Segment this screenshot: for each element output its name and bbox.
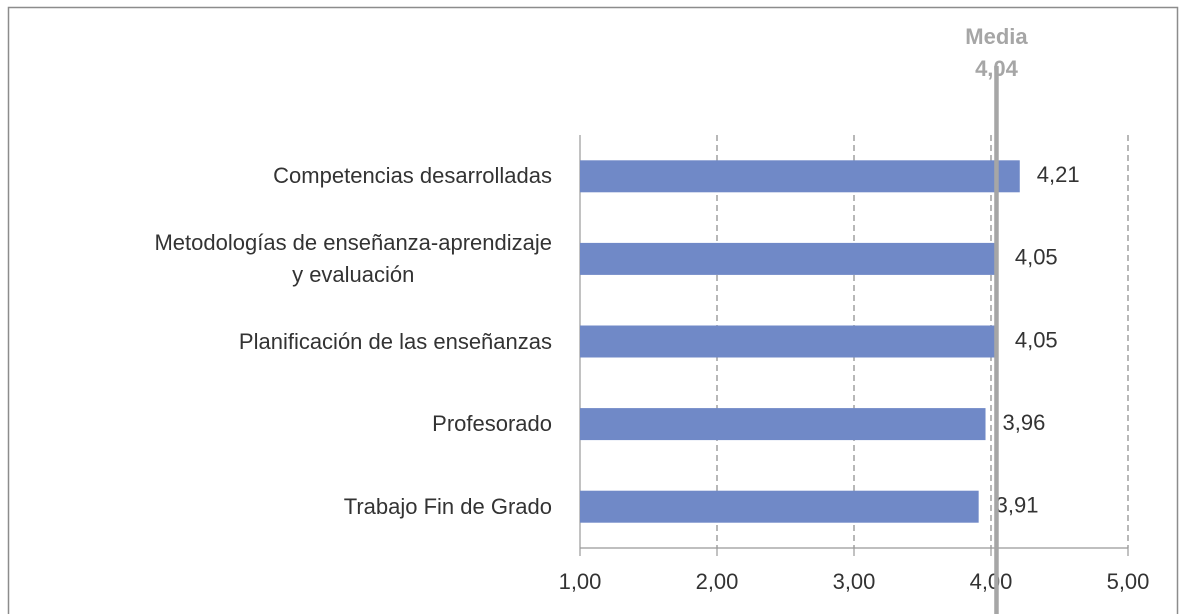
category-label: Profesorado xyxy=(432,411,552,437)
x-tick-label: 5,00 xyxy=(1107,569,1150,594)
x-tick-label: 2,00 xyxy=(696,569,739,594)
value-label: 4,21 xyxy=(1037,162,1080,187)
mean-value: 4,04 xyxy=(975,56,1019,81)
value-label: 4,05 xyxy=(1015,327,1058,352)
value-label: 4,05 xyxy=(1015,245,1058,270)
frame xyxy=(7,6,1179,614)
bar xyxy=(580,325,998,358)
category-label: Trabajo Fin de Grado xyxy=(343,493,552,519)
category-label-box: Metodologías de enseñanza-aprendizaje y … xyxy=(154,227,552,291)
x-tick-label: 3,00 xyxy=(833,569,876,594)
category-label-box: Trabajo Fin de Grado xyxy=(344,491,552,523)
value-label: 3,91 xyxy=(996,493,1039,518)
category-label-box: Planificación de las enseñanzas xyxy=(239,326,552,358)
bar xyxy=(580,408,986,441)
x-tick-label: 4,00 xyxy=(970,569,1013,594)
category-label: Planificación de las enseñanzas xyxy=(238,328,552,354)
category-label-box: Profesorado xyxy=(432,408,552,440)
x-tick-label: 1,00 xyxy=(559,569,602,594)
bar xyxy=(580,160,1020,193)
category-label: Metodologías de enseñanza-aprendizaje y … xyxy=(154,229,552,287)
bar xyxy=(580,490,979,523)
category-label: Competencias desarrolladas xyxy=(273,163,552,189)
mean-title: Media xyxy=(965,24,1028,49)
value-label: 3,96 xyxy=(1003,410,1046,435)
bar xyxy=(580,242,998,275)
category-label-box: Competencias desarrolladas xyxy=(273,160,552,192)
